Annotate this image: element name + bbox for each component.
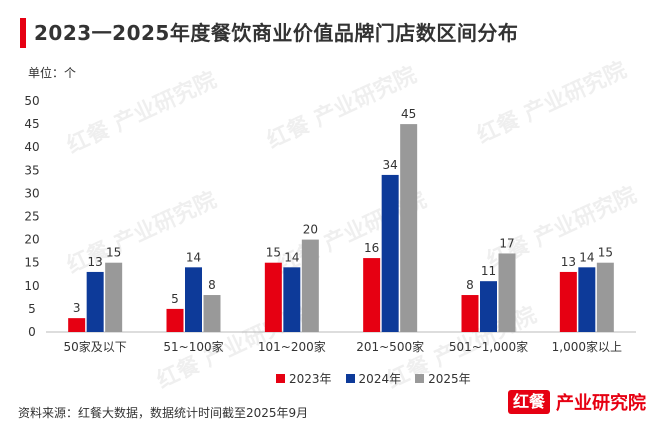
bar [301,239,319,332]
unit-label: 单位：个 [28,66,77,80]
data-label: 34 [383,158,398,172]
bar [185,267,202,332]
bar [86,271,104,332]
legend-item-2023: 2023年 [276,370,332,387]
data-label: 15 [106,246,121,260]
legend-label: 2023年 [289,372,332,386]
data-label: 15 [598,246,613,260]
data-label: 8 [466,278,474,292]
x-tick-label: 51~100家 [163,339,223,354]
bar [264,262,282,332]
x-tick-label: 501~1,000家 [449,339,528,354]
bar [363,258,381,332]
data-label: 13 [561,255,576,269]
data-label: 8 [208,278,216,292]
bar [166,308,184,332]
x-tick-label: 101~200家 [258,339,326,354]
legend-swatch [415,374,425,383]
data-label: 11 [481,264,496,278]
brand-name: 产业研究院 [556,393,646,414]
y-tick-label: 0 [28,325,36,339]
data-label: 13 [88,255,103,269]
bar [480,281,497,332]
y-tick-label: 35 [24,163,39,177]
y-tick-label: 30 [24,186,39,200]
data-label: 14 [579,250,594,264]
y-tick-label: 10 [24,279,39,293]
legend-item-2025: 2025年 [415,370,471,387]
bar [596,262,614,332]
y-tick-label: 25 [24,210,39,224]
data-label: 5 [171,292,179,306]
bar [203,295,221,332]
x-tick-label: 50家及以下 [64,339,127,354]
brand-logo: 红餐 产业研究院 [507,389,646,415]
data-label: 14 [284,250,299,264]
data-label: 20 [303,223,318,237]
legend-label: 2025年 [428,372,471,386]
data-label: 45 [401,107,416,121]
data-label: 15 [266,246,281,260]
x-tick-label: 1,000家以上 [552,339,622,354]
bar [461,295,479,332]
y-tick-label: 45 [24,117,39,131]
legend-swatch [345,374,355,383]
bar [400,124,418,332]
page-title: 2023一2025年度餐饮商业价值品牌门店数区间分布 [34,21,519,45]
bar [578,267,596,332]
y-tick-label: 5 [28,302,36,316]
brand-mark: 红餐 [507,389,550,415]
bar [283,267,301,332]
bar [68,318,86,332]
legend-swatch [276,374,285,383]
chart-legend: 2023年 2024年 2025年 [276,370,471,387]
data-label: 3 [73,301,81,315]
y-tick-label: 40 [24,140,39,154]
source-note: 资料来源：红餐大数据，数据统计时间截至2025年9月 [18,406,309,420]
y-tick-label: 15 [24,256,39,270]
legend-item-2024: 2024年 [345,370,402,387]
legend-label: 2024年 [358,372,402,386]
title-accent-bar [20,18,26,48]
data-label: 14 [186,250,201,264]
bar [105,262,123,332]
y-tick-label: 20 [24,233,39,247]
data-label: 17 [499,236,514,250]
bar [498,253,516,332]
x-tick-label: 201~500家 [356,339,424,354]
bar [381,174,399,332]
bar [559,271,577,332]
data-label: 16 [364,241,379,255]
y-tick-label: 50 [24,94,39,108]
